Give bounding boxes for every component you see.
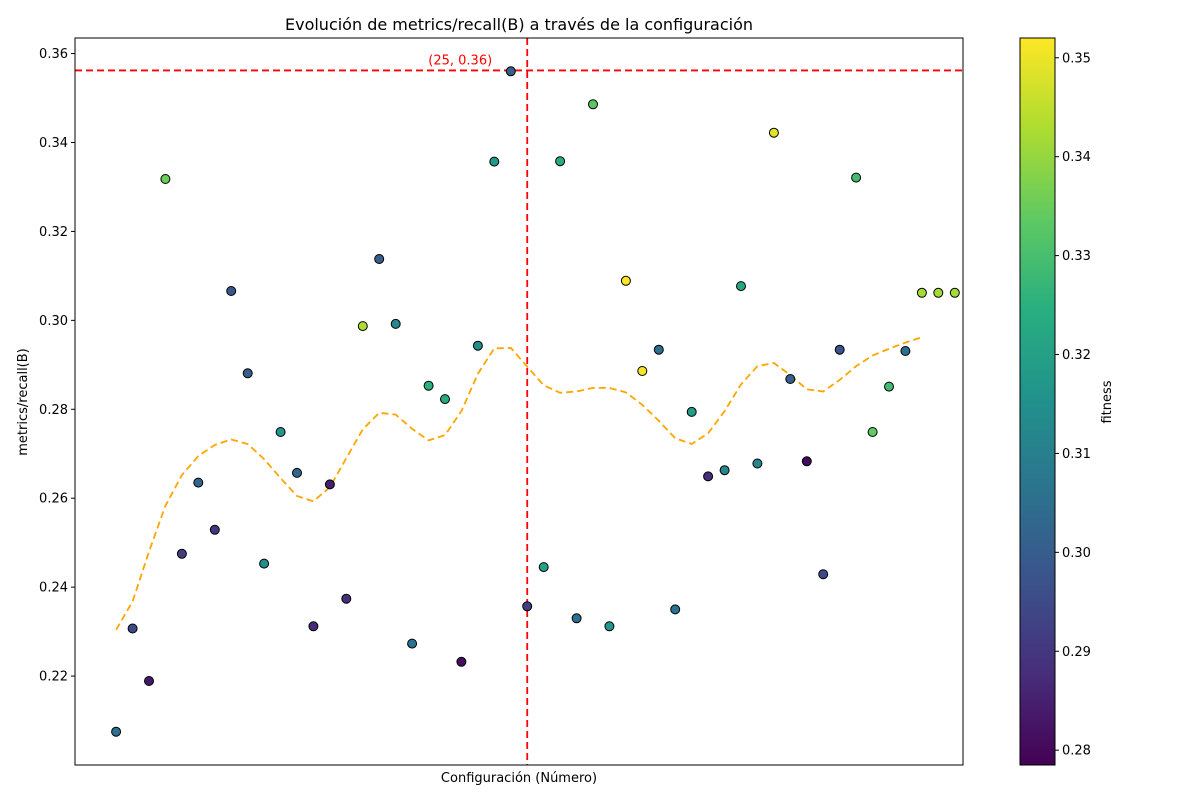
y-tick-label: 0.34 [39, 136, 68, 151]
highlight-label: (25, 0.36) [428, 53, 492, 68]
scatter-point [259, 558, 270, 569]
y-tick-label: 0.24 [39, 581, 68, 596]
scatter-point [818, 569, 829, 580]
chart-title: Evolución de metrics/recall(B) a través … [285, 15, 753, 34]
scatter-point [456, 656, 467, 667]
scatter-point [703, 471, 714, 482]
colorbar-label: fitness [1100, 380, 1115, 423]
scatter-point [571, 613, 582, 624]
colorbar-tick-label: 0.32 [1062, 348, 1091, 363]
y-tick-label: 0.30 [39, 314, 68, 329]
scatter-point [588, 99, 598, 110]
colorbar-tick-label: 0.29 [1062, 645, 1091, 660]
plot-frame [74, 37, 964, 766]
scatter-point [489, 156, 500, 167]
scatter-point [111, 726, 122, 737]
scatter-point [308, 621, 319, 632]
scatter-point [407, 638, 418, 649]
scatter-point [176, 548, 187, 559]
scatter-point [324, 479, 335, 490]
scatter-point [292, 467, 302, 478]
scatter-point [160, 174, 171, 184]
colorbar-tick-label: 0.31 [1062, 447, 1091, 462]
scatter-point [555, 156, 566, 167]
scatter-point [867, 427, 878, 437]
scatter-point [440, 394, 450, 405]
colorbar-tick-label: 0.33 [1062, 249, 1091, 264]
scatter-point [637, 366, 648, 376]
colorbar [1019, 37, 1056, 766]
scatter-point [193, 477, 204, 488]
scatter-point [768, 127, 779, 138]
y-axis-label: metrics/recall(B) [16, 348, 31, 455]
colorbar-tick-label: 0.35 [1062, 51, 1091, 66]
colorbar-tick-label: 0.30 [1062, 546, 1091, 561]
scatter-point [472, 340, 483, 351]
scatter-point [949, 287, 960, 298]
scatter-point [341, 593, 352, 604]
scatter-point [933, 287, 944, 298]
scatter-point [127, 623, 138, 634]
scatter-point [390, 318, 401, 329]
y-tick-label: 0.36 [39, 47, 68, 62]
scatter-point [423, 380, 434, 391]
scatter-point [144, 676, 154, 686]
colorbar-tick-label: 0.28 [1062, 744, 1091, 759]
scatter-point [275, 427, 286, 437]
scatter-point [505, 66, 516, 77]
scatter-point [226, 286, 237, 296]
scatter-point [851, 172, 862, 183]
scatter-point [900, 346, 911, 356]
scatter-point [604, 621, 615, 632]
x-axis-label: Configuración (Número) [441, 771, 597, 786]
scatter-point [653, 344, 664, 355]
scatter-point [801, 456, 812, 467]
scatter-point [670, 604, 681, 615]
colorbar-tick-label: 0.34 [1062, 150, 1091, 165]
scatter-point [242, 368, 253, 379]
scatter-points [111, 66, 960, 737]
smoothed-trend-line [115, 336, 923, 631]
scatter-point [522, 601, 533, 612]
scatter-point [736, 281, 746, 292]
scatter-point [686, 406, 697, 417]
y-tick-label: 0.32 [39, 225, 68, 240]
colorbar-ticks: 0.28 0.29 0.30 0.31 0.32 0.33 0.34 0.35 [1055, 51, 1091, 759]
scatter-point [374, 254, 385, 264]
scatter-point [834, 344, 845, 355]
scatter-point [785, 374, 796, 384]
scatter-point [538, 562, 549, 573]
y-tick-label: 0.26 [39, 492, 68, 507]
scatter-point [357, 321, 368, 332]
scatter-point [916, 287, 927, 298]
scatter-point [620, 275, 631, 286]
y-tick-label: 0.22 [39, 670, 68, 685]
scatter-point [752, 458, 763, 469]
scatter-point [884, 381, 894, 392]
y-tick-label: 0.28 [39, 403, 68, 418]
scatter-point [719, 465, 730, 476]
y-axis-ticks: 0.22 0.24 0.26 0.28 0.30 0.32 0.34 0.36 [39, 47, 75, 685]
scatter-point [209, 524, 220, 535]
